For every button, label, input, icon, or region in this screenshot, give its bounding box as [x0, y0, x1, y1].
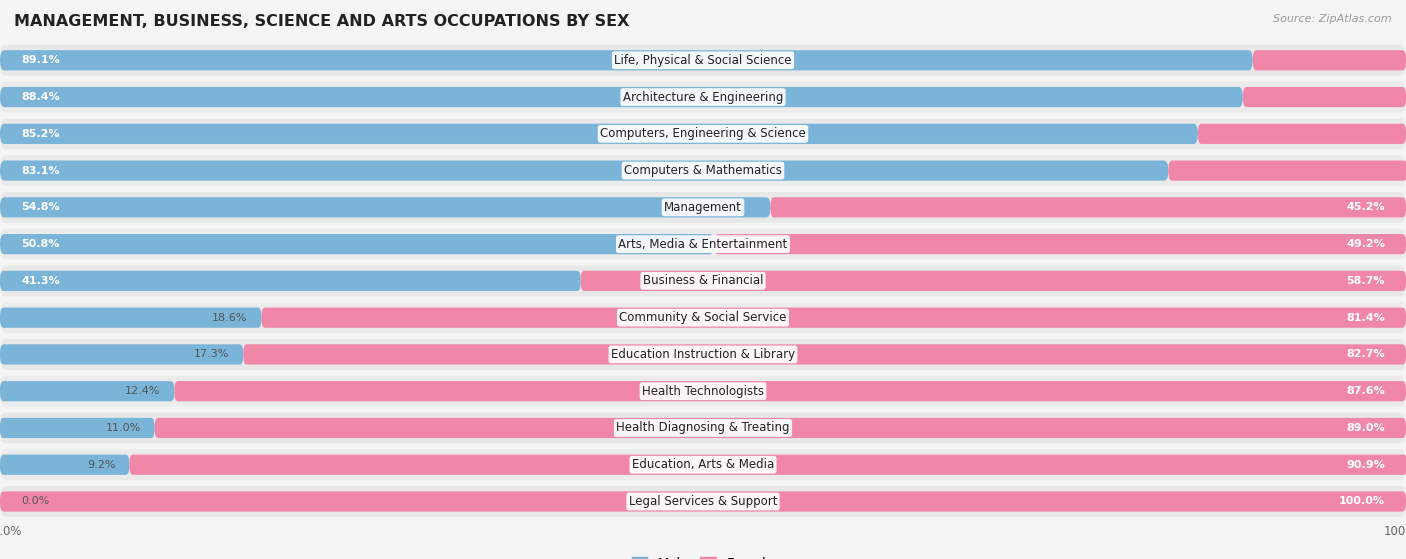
Text: 17.3%: 17.3%: [194, 349, 229, 359]
FancyBboxPatch shape: [174, 381, 1406, 401]
Text: Architecture & Engineering: Architecture & Engineering: [623, 91, 783, 103]
FancyBboxPatch shape: [0, 155, 1406, 186]
Text: Legal Services & Support: Legal Services & Support: [628, 495, 778, 508]
Text: 89.1%: 89.1%: [21, 55, 60, 65]
FancyBboxPatch shape: [0, 344, 243, 364]
Text: 81.4%: 81.4%: [1346, 312, 1385, 323]
Text: Education, Arts & Media: Education, Arts & Media: [631, 458, 775, 471]
Text: 11.0%: 11.0%: [105, 423, 141, 433]
FancyBboxPatch shape: [0, 119, 1406, 149]
Text: 82.7%: 82.7%: [1347, 349, 1385, 359]
Text: Source: ZipAtlas.com: Source: ZipAtlas.com: [1274, 14, 1392, 24]
FancyBboxPatch shape: [1243, 87, 1406, 107]
FancyBboxPatch shape: [0, 449, 1406, 480]
FancyBboxPatch shape: [0, 87, 1243, 107]
FancyBboxPatch shape: [129, 454, 1406, 475]
Text: 90.9%: 90.9%: [1346, 459, 1385, 470]
FancyBboxPatch shape: [0, 124, 1198, 144]
Text: 49.2%: 49.2%: [1346, 239, 1385, 249]
FancyBboxPatch shape: [262, 307, 1406, 328]
Text: 18.6%: 18.6%: [212, 312, 247, 323]
FancyBboxPatch shape: [0, 271, 581, 291]
Text: 12.4%: 12.4%: [125, 386, 160, 396]
FancyBboxPatch shape: [0, 234, 714, 254]
Text: Life, Physical & Social Science: Life, Physical & Social Science: [614, 54, 792, 67]
FancyBboxPatch shape: [155, 418, 1406, 438]
FancyBboxPatch shape: [243, 344, 1406, 364]
FancyBboxPatch shape: [770, 197, 1406, 217]
FancyBboxPatch shape: [0, 454, 129, 475]
Text: Computers, Engineering & Science: Computers, Engineering & Science: [600, 127, 806, 140]
Legend: Male, Female: Male, Female: [626, 551, 780, 559]
Text: Health Technologists: Health Technologists: [643, 385, 763, 397]
Text: 89.0%: 89.0%: [1347, 423, 1385, 433]
Text: 85.2%: 85.2%: [21, 129, 59, 139]
Text: Computers & Mathematics: Computers & Mathematics: [624, 164, 782, 177]
FancyBboxPatch shape: [0, 160, 1168, 181]
FancyBboxPatch shape: [0, 50, 1253, 70]
Text: Arts, Media & Entertainment: Arts, Media & Entertainment: [619, 238, 787, 250]
Text: 83.1%: 83.1%: [21, 165, 59, 176]
FancyBboxPatch shape: [0, 229, 1406, 259]
FancyBboxPatch shape: [1253, 50, 1406, 70]
Text: 41.3%: 41.3%: [21, 276, 59, 286]
Text: Business & Financial: Business & Financial: [643, 274, 763, 287]
Text: 9.2%: 9.2%: [87, 459, 115, 470]
FancyBboxPatch shape: [0, 197, 770, 217]
Text: 50.8%: 50.8%: [21, 239, 59, 249]
FancyBboxPatch shape: [0, 376, 1406, 406]
Text: 100.0%: 100.0%: [1339, 496, 1385, 506]
FancyBboxPatch shape: [0, 413, 1406, 443]
FancyBboxPatch shape: [0, 486, 1406, 517]
FancyBboxPatch shape: [0, 302, 1406, 333]
Text: 87.6%: 87.6%: [1346, 386, 1385, 396]
FancyBboxPatch shape: [0, 192, 1406, 223]
Text: 88.4%: 88.4%: [21, 92, 60, 102]
Text: Health Diagnosing & Treating: Health Diagnosing & Treating: [616, 421, 790, 434]
Text: MANAGEMENT, BUSINESS, SCIENCE AND ARTS OCCUPATIONS BY SEX: MANAGEMENT, BUSINESS, SCIENCE AND ARTS O…: [14, 14, 630, 29]
Text: Management: Management: [664, 201, 742, 214]
Text: 54.8%: 54.8%: [21, 202, 59, 212]
Text: 45.2%: 45.2%: [1347, 202, 1385, 212]
FancyBboxPatch shape: [581, 271, 1406, 291]
Text: 58.7%: 58.7%: [1347, 276, 1385, 286]
FancyBboxPatch shape: [0, 82, 1406, 112]
FancyBboxPatch shape: [0, 307, 262, 328]
FancyBboxPatch shape: [0, 491, 1406, 511]
FancyBboxPatch shape: [0, 266, 1406, 296]
FancyBboxPatch shape: [0, 45, 1406, 76]
FancyBboxPatch shape: [1168, 160, 1406, 181]
Text: Community & Social Service: Community & Social Service: [619, 311, 787, 324]
FancyBboxPatch shape: [0, 381, 174, 401]
FancyBboxPatch shape: [0, 418, 155, 438]
Text: 0.0%: 0.0%: [21, 496, 49, 506]
Text: Education Instruction & Library: Education Instruction & Library: [612, 348, 794, 361]
FancyBboxPatch shape: [714, 234, 1406, 254]
FancyBboxPatch shape: [0, 339, 1406, 370]
FancyBboxPatch shape: [1198, 124, 1406, 144]
